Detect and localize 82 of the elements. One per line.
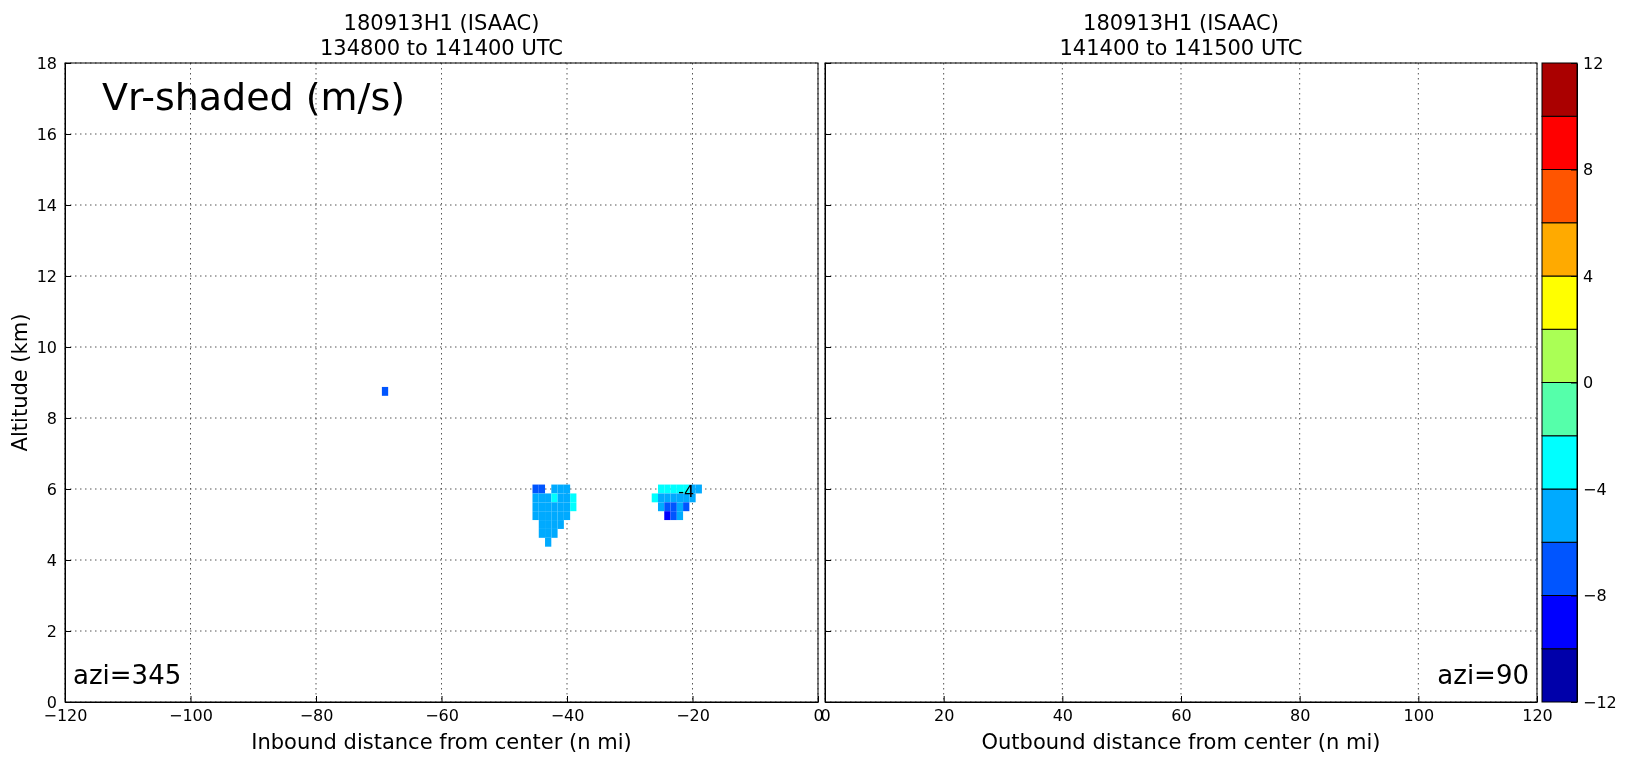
point xyxy=(563,493,571,503)
point xyxy=(563,502,571,512)
point xyxy=(538,528,546,538)
chart-subtitle: 141400 to 141500 UTC xyxy=(1059,36,1303,60)
y-tick-label: 16 xyxy=(36,124,57,144)
annotation: azi=90 xyxy=(1437,660,1529,690)
point xyxy=(532,484,539,494)
color-bar-label: 8 xyxy=(1583,160,1594,180)
x-tick-label: 100 xyxy=(1403,706,1435,726)
x-tick-label: 60 xyxy=(1171,706,1192,726)
point xyxy=(551,484,558,494)
point xyxy=(563,511,571,521)
point xyxy=(657,502,665,512)
y-tick-label: 2 xyxy=(46,621,57,641)
x-tick-label: −60 xyxy=(425,706,459,726)
color-bar-label: 0 xyxy=(1583,373,1594,393)
color-bar-label: 12 xyxy=(1583,53,1604,73)
x-tick-label: −20 xyxy=(676,706,710,726)
point xyxy=(532,502,539,512)
y-tick-label: 0 xyxy=(46,692,57,712)
point xyxy=(664,511,671,521)
y-tick-label: 8 xyxy=(46,408,57,428)
y-tick-label: 12 xyxy=(36,266,57,286)
x-tick-label: −80 xyxy=(299,706,334,726)
point xyxy=(557,493,564,503)
annotation: azi=345 xyxy=(73,660,182,690)
color-bar-label: 4 xyxy=(1583,266,1594,286)
x-tick-label: 40 xyxy=(1052,706,1074,726)
point xyxy=(551,511,558,521)
color-bar-label: −4 xyxy=(1583,479,1607,499)
point xyxy=(545,528,552,538)
point xyxy=(538,520,546,529)
chart-subtitle: 134800 to 141400 UTC xyxy=(319,36,564,60)
y-tick-label: 18 xyxy=(36,53,57,73)
point xyxy=(532,493,539,503)
point xyxy=(545,511,552,521)
point xyxy=(570,502,577,512)
point xyxy=(538,511,546,521)
y-tick-label: 4 xyxy=(46,550,57,570)
y-tick-label: 14 xyxy=(36,195,57,215)
point xyxy=(538,502,546,512)
point xyxy=(557,511,564,521)
point xyxy=(570,493,577,503)
point xyxy=(557,502,564,512)
point xyxy=(551,502,558,512)
x-axis-title: Outbound distance from center (n mi) xyxy=(981,730,1381,754)
point xyxy=(670,511,677,521)
x-tick-label: −40 xyxy=(550,706,585,726)
point xyxy=(676,502,684,512)
annotation: Vr-shaded (m/s) xyxy=(102,75,406,119)
point xyxy=(651,493,658,503)
point xyxy=(664,493,671,503)
x-tick-label: −100 xyxy=(169,706,213,726)
point xyxy=(683,502,690,512)
point xyxy=(557,520,564,529)
y-tick-label: 10 xyxy=(36,337,57,357)
color-bar-label: −12 xyxy=(1583,692,1617,712)
x-tick-label: 20 xyxy=(933,706,955,726)
point xyxy=(551,520,558,529)
point xyxy=(381,386,389,396)
point xyxy=(657,493,665,503)
point xyxy=(664,502,671,512)
point xyxy=(551,493,558,503)
y-tick-label: 6 xyxy=(46,479,57,499)
point xyxy=(545,537,552,547)
chart-title: 180913H1 (ISAAC) xyxy=(1083,11,1279,35)
point xyxy=(670,502,677,512)
x-tick-label: 80 xyxy=(1289,706,1311,726)
y-axis-title: Altitude (km) xyxy=(8,313,32,452)
point xyxy=(676,511,684,521)
point xyxy=(664,484,671,494)
point xyxy=(545,493,552,503)
x-axis-title: Inbound distance from center (n mi) xyxy=(251,730,632,754)
chart-title: 180913H1 (ISAAC) xyxy=(343,11,540,35)
point xyxy=(551,528,558,538)
point xyxy=(545,502,552,512)
point xyxy=(670,493,677,503)
color-bar-label: −8 xyxy=(1583,586,1607,606)
point xyxy=(532,511,539,521)
point xyxy=(538,493,546,503)
point xyxy=(545,520,552,529)
annotation: -4 xyxy=(678,482,695,502)
